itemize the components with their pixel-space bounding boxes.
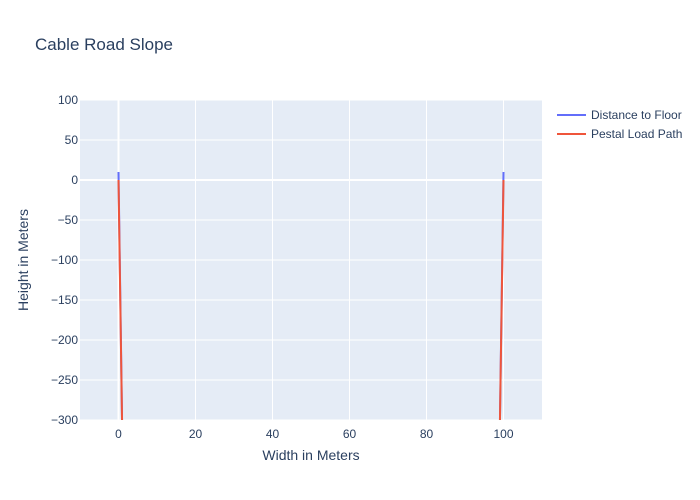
grid (80, 99, 542, 421)
x-tick-label: 100 (493, 427, 513, 441)
y-ticks: 100 50 0 −50 −100 −150 −200 −250 −300 (51, 93, 78, 427)
series-group (117, 171, 505, 420)
y-tick-label: 0 (71, 173, 78, 187)
x-tick-label: 0 (115, 427, 122, 441)
y-tick-label: 50 (65, 133, 79, 147)
x-axis-title: Width in Meters (262, 447, 359, 463)
x-tick-label: 80 (420, 427, 434, 441)
chart-title: Cable Road Slope (35, 35, 173, 54)
y-tick-label: 100 (58, 93, 78, 107)
series-line-1 (117, 179, 505, 420)
x-tick-label: 40 (266, 427, 280, 441)
y-tick-label: −150 (51, 293, 78, 307)
x-ticks: 0 20 40 60 80 100 (115, 427, 514, 441)
y-tick-label: −100 (51, 253, 78, 267)
x-tick-label: 60 (343, 427, 357, 441)
y-tick-label: −250 (51, 373, 78, 387)
y-tick-label: −50 (58, 213, 79, 227)
legend: Distance to Floor Pestal Load Path (557, 108, 682, 141)
y-tick-label: −200 (51, 333, 78, 347)
y-tick-label: −300 (51, 413, 78, 427)
y-axis-title: Height in Meters (15, 209, 31, 311)
legend-label: Pestal Load Path (591, 127, 682, 141)
legend-label: Distance to Floor (591, 108, 682, 122)
x-tick-label: 20 (189, 427, 203, 441)
